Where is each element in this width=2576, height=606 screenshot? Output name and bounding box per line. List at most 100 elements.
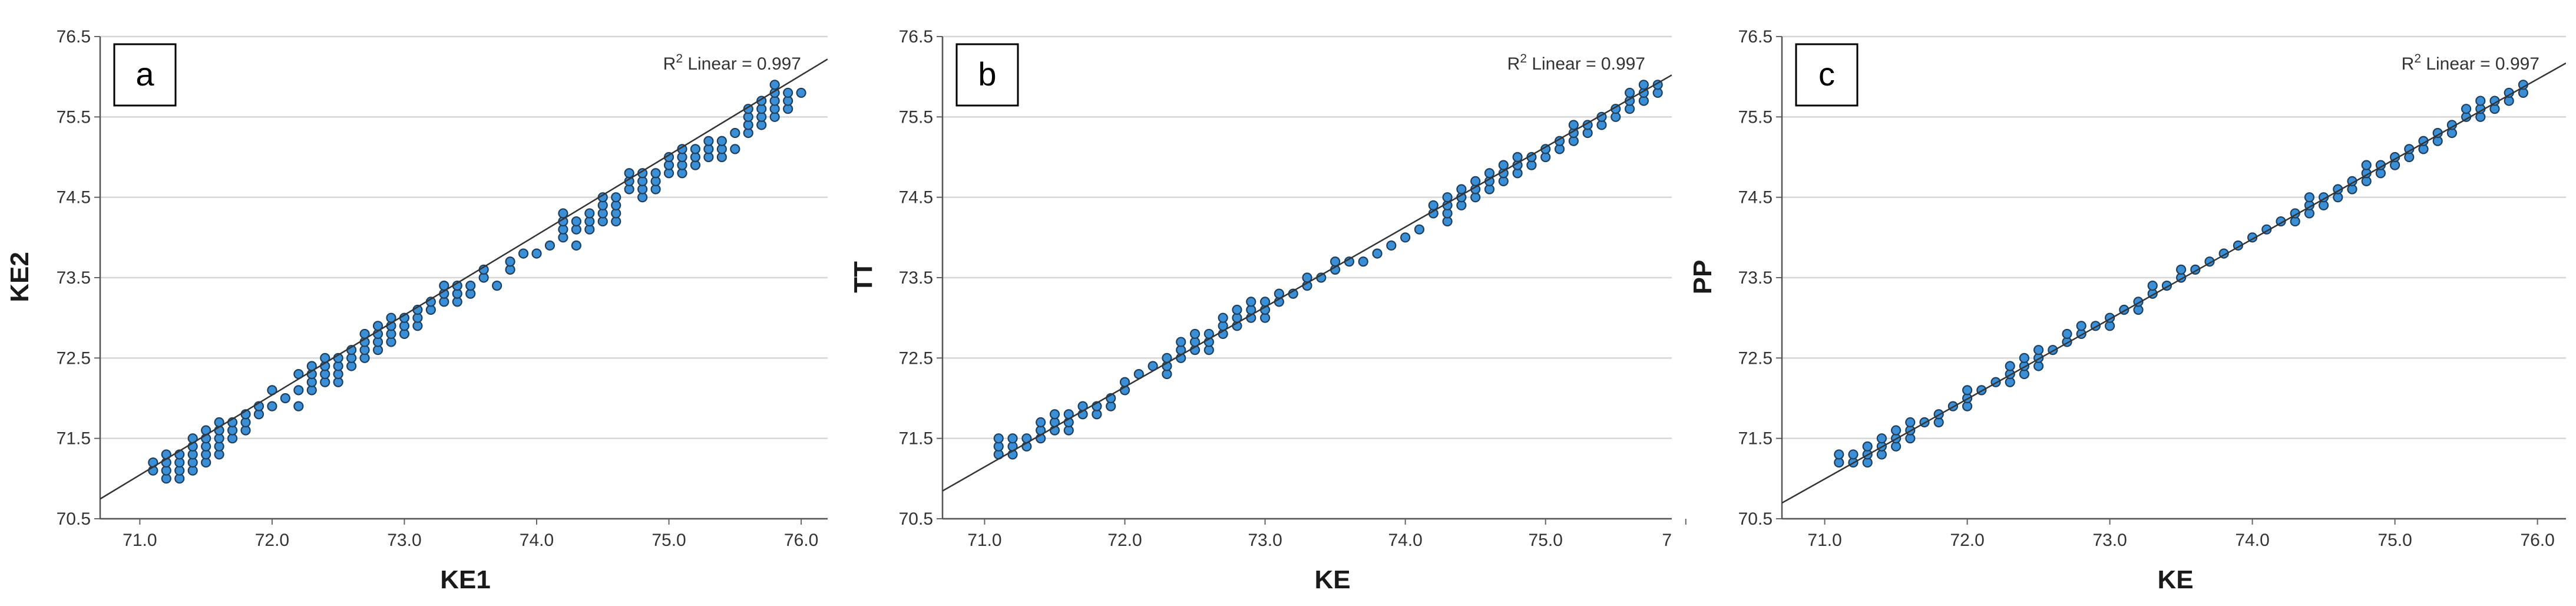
- data-point: [783, 87, 793, 98]
- x-axis-title: KE: [1314, 565, 1350, 594]
- data-point: [769, 80, 780, 90]
- data-point: [1400, 232, 1411, 243]
- data-point: [1470, 176, 1481, 186]
- data-point: [1456, 184, 1467, 195]
- data-points: [1834, 80, 2528, 468]
- data-point: [2361, 160, 2372, 170]
- data-point: [624, 168, 634, 179]
- y-axis-title: TT: [849, 261, 878, 293]
- data-point: [1484, 168, 1495, 179]
- y-tick-label: 71.5: [1738, 429, 1773, 449]
- data-point: [1876, 433, 1887, 444]
- data-point: [1176, 337, 1186, 347]
- y-axis-title: KE2: [5, 252, 34, 302]
- scatter-panel-c: 70.5 71.5 72.5 73.5 74.5 75.5 76.5 71.0 72.0 73.0…: [1688, 27, 2566, 594]
- data-points: [993, 80, 1663, 460]
- data-point: [531, 248, 542, 259]
- fit-line: [943, 74, 1672, 492]
- x-axis-title: KE1: [440, 565, 491, 594]
- x-tick-label: 75.0: [652, 531, 686, 550]
- panel-label-box: [113, 43, 177, 107]
- y-tick-label: 76.5: [57, 27, 91, 47]
- data-point: [1512, 152, 1523, 163]
- y-tick-label: 76.5: [899, 27, 933, 47]
- y-tick-label: 74.5: [57, 188, 91, 208]
- x-axis-title: KE: [2157, 565, 2193, 594]
- data-point: [1036, 417, 1046, 428]
- y-tick-label: 75.5: [1738, 107, 1773, 127]
- y-tick-label: 72.5: [57, 348, 91, 368]
- y-tick-label: 72.5: [1738, 348, 1773, 368]
- r2-annotation: R2 Linear = 0.997: [2402, 52, 2539, 74]
- data-point: [1862, 441, 1873, 452]
- data-point: [2033, 345, 2044, 355]
- x-tick-label: 71.0: [1807, 531, 1841, 550]
- data-point: [1007, 433, 1018, 444]
- data-point: [1232, 304, 1242, 315]
- x-tick-label: 71.0: [123, 531, 157, 550]
- data-point: [1246, 297, 1256, 307]
- fit-line: [100, 58, 828, 500]
- data-point: [2005, 361, 2015, 371]
- data-point: [280, 393, 290, 404]
- x-tick-label: 73.0: [387, 531, 421, 550]
- y-tick-label: 76.5: [1738, 27, 1773, 47]
- y-tick-label: 72.5: [899, 348, 933, 368]
- data-point: [2176, 264, 2187, 275]
- data-point: [1568, 120, 1579, 130]
- data-point: [544, 240, 555, 251]
- y-tick-label: 71.5: [899, 429, 933, 449]
- data-point: [1498, 160, 1509, 170]
- data-point: [2076, 321, 2086, 331]
- y-tick-label: 73.5: [57, 268, 91, 288]
- y-tick-label: 73.5: [1738, 268, 1773, 288]
- x-tick-label: 72.0: [1107, 531, 1142, 550]
- y-tick-label: 73.5: [899, 268, 933, 288]
- data-point: [2461, 104, 2472, 114]
- data-point: [518, 248, 529, 259]
- data-point: [1638, 80, 1649, 90]
- data-point: [465, 281, 476, 291]
- y-tick-label: 74.5: [1738, 188, 1773, 208]
- data-point: [267, 401, 277, 411]
- data-point: [1834, 449, 1844, 460]
- y-tick-label: 75.5: [899, 107, 933, 127]
- y-tick-label: 70.5: [57, 509, 91, 529]
- data-point: [690, 144, 701, 154]
- data-point: [571, 216, 581, 227]
- x-tick-label: 73.0: [2092, 531, 2127, 550]
- r2-annotation: R2 Linear = 0.997: [1507, 52, 1645, 74]
- scatter-panel-a: 70.5 71.5 72.5 73.5 74.5 75.5 76.5 71.0 72.0 73.0…: [5, 27, 828, 594]
- data-point: [1905, 417, 1916, 428]
- x-tick-label: 71.0: [967, 531, 1001, 550]
- data-point: [571, 240, 581, 251]
- panel-label-box: [955, 43, 1019, 107]
- y-tick-label: 70.5: [1738, 509, 1773, 529]
- data-point: [1330, 256, 1341, 267]
- data-point: [2019, 353, 2029, 363]
- x-tick-label: 74.0: [520, 531, 554, 550]
- data-point: [584, 208, 595, 219]
- data-point: [743, 104, 753, 114]
- fit-line: [1782, 62, 2566, 504]
- data-point: [993, 433, 1004, 444]
- x-tick-label: 76.0: [2520, 531, 2554, 550]
- data-point: [1848, 449, 1859, 460]
- data-point: [611, 192, 621, 203]
- y-tick-label: 75.5: [57, 107, 91, 127]
- r2-annotation: R2 Linear = 0.997: [663, 52, 801, 74]
- data-point: [730, 144, 740, 154]
- data-point: [1428, 200, 1439, 210]
- panel-label: a: [135, 55, 154, 93]
- data-point: [439, 281, 449, 291]
- data-point: [1302, 272, 1312, 283]
- data-point: [1624, 87, 1635, 98]
- data-point: [1386, 240, 1397, 251]
- data-point: [492, 281, 502, 291]
- data-point: [703, 136, 714, 146]
- data-point: [2062, 328, 2072, 340]
- data-point: [1962, 385, 1973, 396]
- x-tick-label: 73.0: [1248, 531, 1282, 550]
- y-tick-label: 74.5: [899, 188, 933, 208]
- data-point: [1218, 312, 1228, 323]
